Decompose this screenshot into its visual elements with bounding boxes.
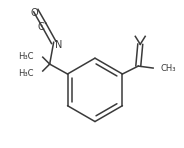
Text: H₃C: H₃C: [18, 52, 34, 61]
Text: N: N: [55, 40, 62, 50]
Text: O: O: [30, 8, 38, 18]
Text: H₃C: H₃C: [18, 70, 34, 78]
Text: C: C: [37, 22, 44, 32]
Text: CH₃: CH₃: [160, 63, 176, 73]
